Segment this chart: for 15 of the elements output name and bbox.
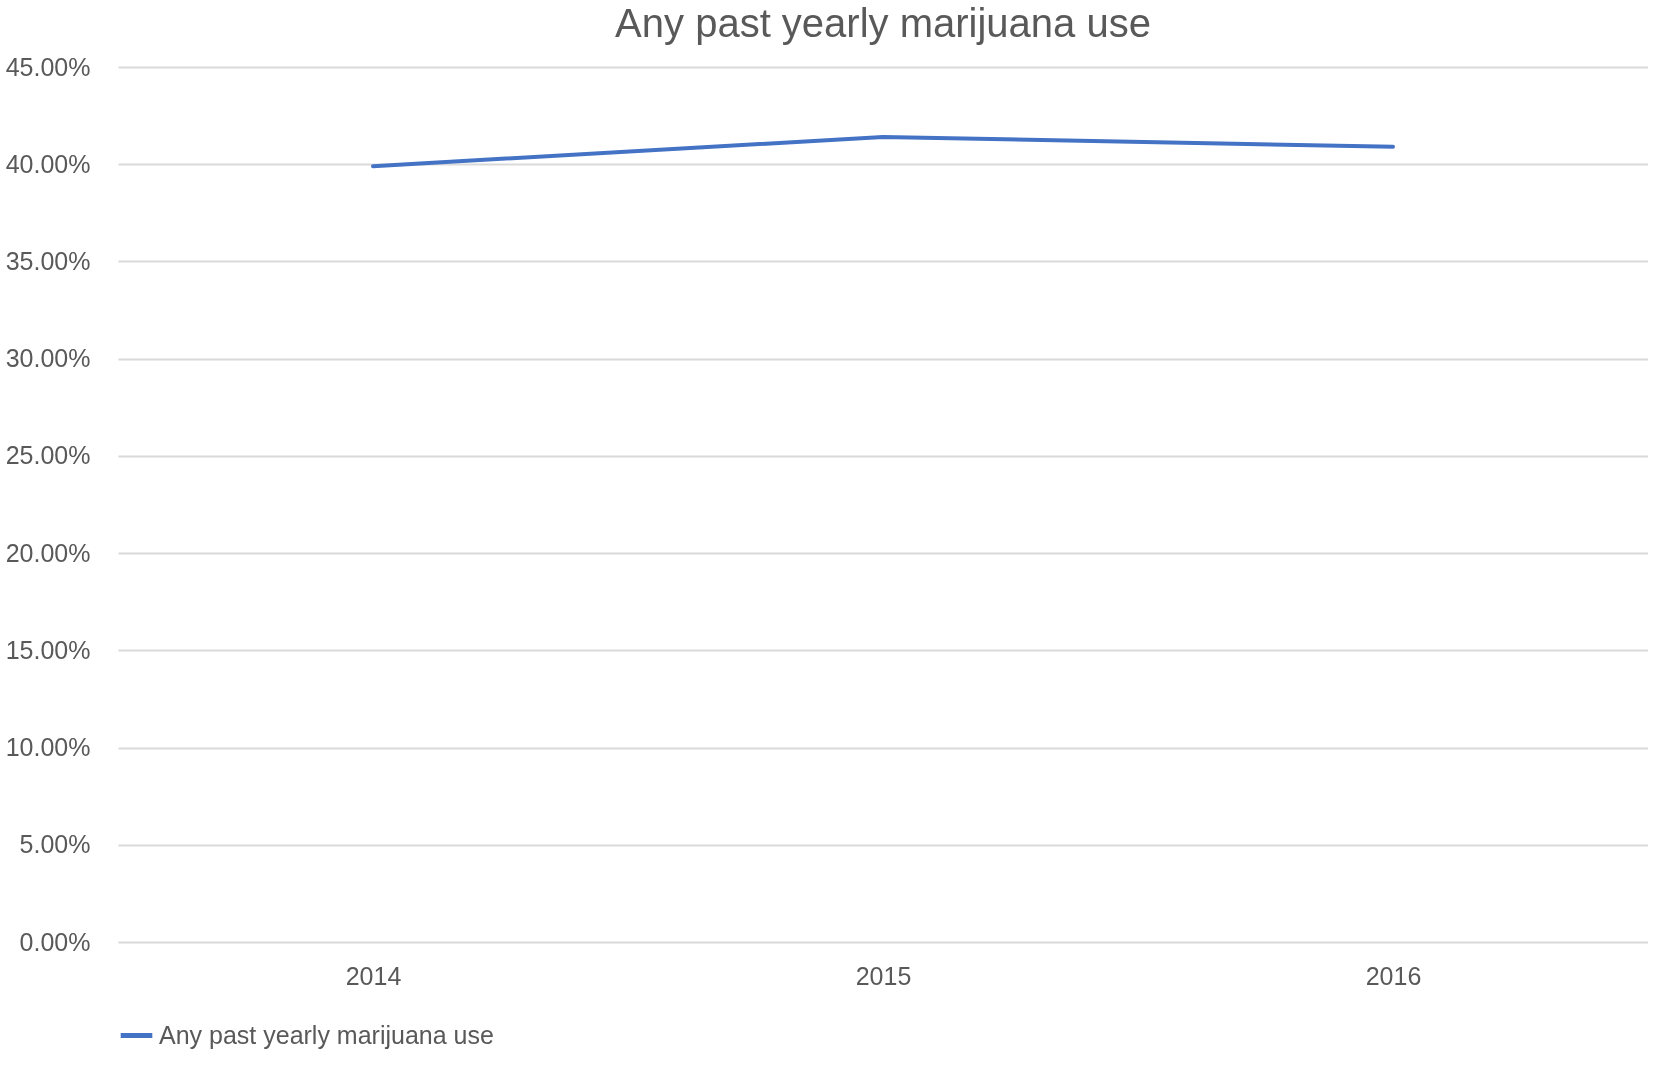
x-tick-label: 2016 <box>1365 961 1422 990</box>
y-tick-label: 25.00% <box>5 441 91 470</box>
y-tick-label: 45.00% <box>5 52 91 81</box>
y-tick-label: 0.00% <box>19 927 91 956</box>
legend-label: Any past yearly marijuana use <box>159 1020 494 1049</box>
chart-title: Any past yearly marijuana use <box>615 1 1151 45</box>
y-tick-label: 20.00% <box>5 538 91 567</box>
y-tick-label: 15.00% <box>5 635 91 664</box>
x-tick-label: 2015 <box>855 961 912 990</box>
y-tick-label: 30.00% <box>5 344 91 373</box>
y-tick-label: 5.00% <box>19 830 91 859</box>
y-tick-label: 40.00% <box>5 149 91 178</box>
y-tick-label: 35.00% <box>5 246 91 275</box>
y-tick-label: 10.00% <box>5 733 91 762</box>
x-tick-label: 2014 <box>345 961 402 990</box>
